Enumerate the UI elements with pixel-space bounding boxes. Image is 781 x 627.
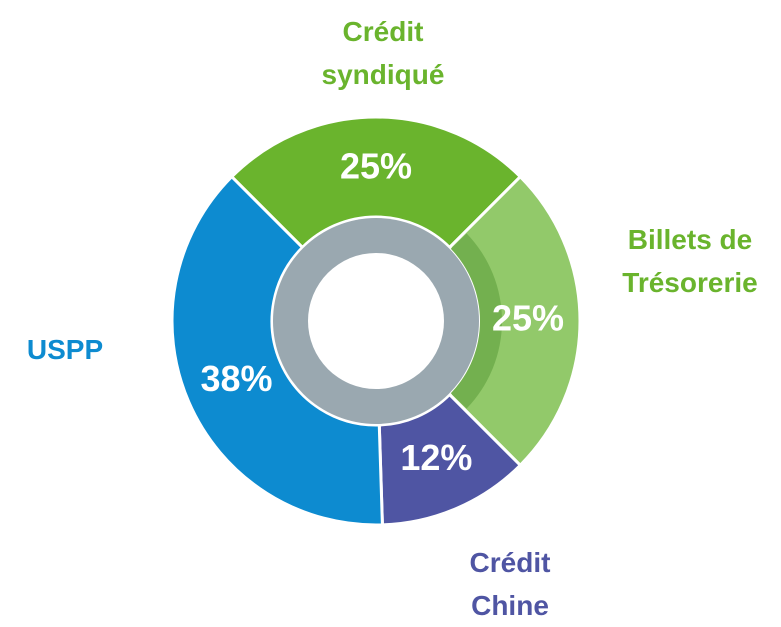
category-label: Billets de Trésorerie <box>622 224 758 298</box>
category-label: Crédit syndiqué <box>321 16 445 90</box>
value-label: 12% <box>400 437 472 478</box>
category-label: USPP <box>26 334 104 365</box>
segment-shade <box>450 233 502 409</box>
value-label: 25% <box>340 146 412 187</box>
value-label: 25% <box>492 298 564 339</box>
donut-segment <box>447 174 582 468</box>
value-label: 38% <box>200 358 272 399</box>
center-hole <box>308 253 444 389</box>
donut-segment <box>229 115 523 250</box>
donut-segment <box>170 174 384 527</box>
category-label: Crédit Chine <box>469 547 551 621</box>
